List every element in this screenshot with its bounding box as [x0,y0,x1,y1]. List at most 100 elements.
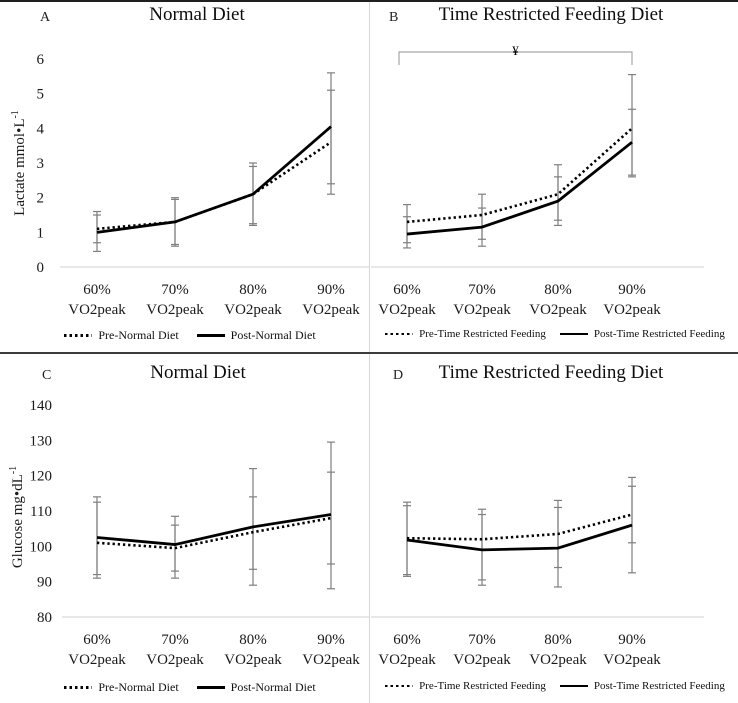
x-tick-label-pct: 60% [83,282,111,298]
solid-line-sample-icon [559,332,588,336]
y-tick-label: 4 [37,121,45,137]
error-bar [478,193,486,240]
x-tick-label-vo2peak: VO2peak [453,652,511,668]
x-tick-label-vo2peak: VO2peak [224,302,282,318]
x-tick-label-vo2peak: VO2peak [68,652,126,668]
legend-item: Pre-Time Restricted Feeding [385,328,546,340]
x-tick-label-vo2peak: VO2peak [378,302,436,318]
y-tick-label: 6 [37,52,45,68]
y-tick-label: 1 [37,225,45,241]
legend-item: Pre-Normal Diet [64,680,179,695]
series-line-dotted [406,513,633,541]
y-tick-label: 3 [37,156,45,172]
x-tick-label-pct: 80% [544,282,572,298]
error-bar [327,471,335,565]
legend-label: Pre-Time Restricted Feeding [419,680,546,692]
panel-d-glucose-trf-diet: 60% VO2peak 70% VO2peak 80% VO2peak 90% VO2peak… [369,354,738,703]
dotted-line-sample-icon [385,332,414,336]
error-bar [403,204,411,244]
y-tick-label: 90 [37,575,52,591]
x-tick-label-pct: 80% [544,632,572,648]
legend-panel-d: Pre-Time Restricted Feeding Post-Time Res… [377,680,733,692]
x-tick-label-vo2peak: VO2peak [146,302,204,318]
panel-a-lactate-normal-diet: 0 1 2 3 4 5 6 Lactate mmol•L-1 60% VO2peak 70% VO2p… [0,2,369,354]
series-line-solid [406,523,633,552]
error-bar [478,508,486,581]
legend-label: Post-Normal Diet [230,328,316,342]
x-tick-label-pct: 60% [83,632,111,648]
x-tick-label-pct: 80% [239,632,267,648]
y-tick-label: 80 [37,610,52,626]
x-tick-label-vo2peak: VO2peak [603,652,661,668]
x-tick-label-pct: 60% [393,282,421,298]
legend-label: Pre-Normal Diet [98,680,179,694]
y-tick-label: 130 [30,433,53,449]
legend-item: Post-Normal Diet [196,328,316,343]
legend-item: Post-Normal Diet [196,680,316,695]
error-bar [628,476,636,544]
series-line-solid [96,513,332,546]
x-tick-label-pct: 70% [468,632,496,648]
panel-d-title: Time Restricted Feeding Diet [438,362,664,383]
dotted-line-sample-icon [385,684,414,688]
legend-item: Pre-Normal Diet [64,328,179,343]
x-tick-label-vo2peak: VO2peak [529,652,587,668]
x-tick-label-vo2peak: VO2peak [224,652,282,668]
lactate-trf-diet-plot: 60% VO2peak 70% VO2peak 80% VO2peak 90% VO2peak… [371,43,704,318]
panel-c-glucose-normal-diet: 80 90 100 110 120 130 140 Glucose mg•dL-1 60% VO2… [0,354,369,703]
horizontal-divider [0,352,738,354]
solid-line-sample-icon [559,684,588,688]
solid-line-sample-icon [196,334,225,337]
glucose-trf-diet-plot: 60% VO2peak 70% VO2peak 80% VO2peak 90% VO2peak [371,476,704,668]
series-line-dotted [406,127,633,224]
x-tick-label-pct: 90% [618,282,646,298]
legend-item: Pre-Time Restricted Feeding [385,680,546,692]
solid-line-sample-icon [196,686,225,689]
panel-b-title: Time Restricted Feeding Diet [438,4,664,25]
x-tick-label-vo2peak: VO2peak [378,652,436,668]
x-tick-label-vo2peak: VO2peak [603,302,661,318]
y-tick-label: 100 [30,539,53,555]
y-tick-label: 0 [37,260,45,276]
dotted-line-sample-icon [64,686,93,689]
panel-letter-d: D [393,368,404,383]
x-tick-label-pct: 60% [393,632,421,648]
x-tick-label-pct: 80% [239,282,267,298]
legend-label: Post-Time Restricted Feeding [593,680,725,692]
x-tick-label-vo2peak: VO2peak [529,302,587,318]
panel-letter-c: C [42,368,52,383]
significance-bracket [398,51,633,65]
y-tick-label: 120 [30,469,53,485]
series-line-solid [406,141,633,236]
x-tick-label-pct: 90% [317,632,345,648]
error-bar [171,524,179,579]
lactate-normal-diet-plot: 0 1 2 3 4 5 6 Lactate mmol•L-1 60% VO2peak 70% VO2p… [10,52,369,318]
x-tick-label-pct: 90% [317,282,345,298]
series-line-dotted [96,516,332,550]
dotted-line-sample-icon [64,334,93,337]
x-tick-label-pct: 70% [161,632,189,648]
panel-c-title: Normal Diet [150,362,246,383]
x-tick-label-pct: 70% [468,282,496,298]
series-line-dotted [96,141,332,231]
y-axis-title: Glucose mg•dL-1 [8,466,26,568]
x-tick-label-vo2peak: VO2peak [68,302,126,318]
y-tick-label: 110 [30,504,52,520]
error-bar [628,73,636,178]
legend-item: Post-Time Restricted Feeding [559,680,725,692]
x-tick-label-vo2peak: VO2peak [302,652,360,668]
x-tick-label-pct: 90% [618,632,646,648]
x-tick-label-vo2peak: VO2peak [302,302,360,318]
y-tick-label: 140 [30,398,53,414]
legend-label: Pre-Time Restricted Feeding [419,328,546,340]
y-tick-label: 2 [37,191,45,207]
panel-b-lactate-trf-diet: 60% VO2peak 70% VO2peak 80% VO2peak 90% VO2peak… [369,2,738,354]
x-tick-label-vo2peak: VO2peak [146,652,204,668]
legend-label: Post-Time Restricted Feeding [593,328,725,340]
series-line-solid [96,125,332,234]
significance-symbol: ¥ [512,43,519,58]
legend-panel-a: Pre-Normal Diet Post-Normal Diet [30,328,350,343]
y-tick-label: 5 [37,87,45,103]
legend-label: Pre-Normal Diet [98,328,179,342]
